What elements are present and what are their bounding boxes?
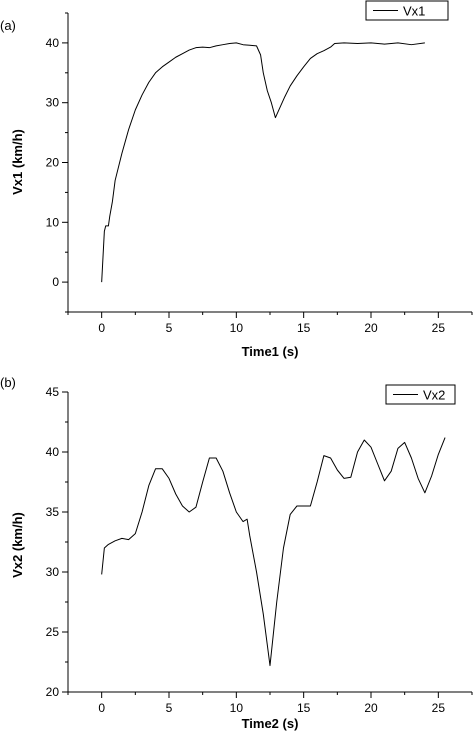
- y-tick-label-b: 20: [46, 685, 60, 699]
- y-tick-label-a: 20: [46, 156, 60, 170]
- y-tick-label-b: 35: [46, 505, 60, 519]
- series-line-vx2: [101, 437, 446, 667]
- legend-box-b: [385, 384, 456, 405]
- x-tick-label-b: 10: [230, 701, 244, 715]
- y-tick-label-a: 0: [52, 275, 59, 289]
- chart-panel-b: 0 5 10 15 20 25 20 25 30 35 40 45 (b) Time2 (s) Vx2 (k…: [0, 375, 473, 731]
- y-tick-label-a: 10: [46, 215, 60, 229]
- legend-label-b: Vx2: [423, 388, 445, 403]
- series-line-vx1: [101, 42, 425, 283]
- panel-label-a: (a): [0, 18, 16, 33]
- x-tick-label-a: 5: [166, 321, 173, 335]
- x-axis-title-a: Time1 (s): [242, 344, 299, 359]
- x-tick-label-b: 0: [98, 701, 105, 715]
- y-tick-label-a: 40: [46, 36, 60, 50]
- chart-panel-a: 0 5 10 15 20 25 0 10 20 30 40 (a) Time1 (s) Vx1 (km/h…: [0, 0, 473, 359]
- panel-label-b: (b): [0, 375, 16, 390]
- x-tick-label-a: 0: [98, 321, 105, 335]
- legend-box-a: [365, 0, 449, 21]
- y-tick-label-b: 25: [46, 625, 60, 639]
- x-tick-label-a: 25: [432, 321, 446, 335]
- y-tick-label-b: 45: [46, 385, 60, 399]
- y-axis-title-a: Vx1 (km/h): [10, 129, 25, 195]
- x-axis-title-b: Time2 (s): [242, 716, 299, 731]
- x-tick-label-b: 20: [364, 701, 378, 715]
- y-tick-label-b: 40: [46, 445, 60, 459]
- x-tick-label-a: 20: [364, 321, 378, 335]
- x-tick-label-a: 15: [297, 321, 311, 335]
- legend-label-a: Vx1: [403, 4, 425, 19]
- x-tick-label-a: 10: [230, 321, 244, 335]
- x-tick-label-b: 5: [166, 701, 173, 715]
- y-axis-title-b: Vx2 (km/h): [10, 512, 25, 578]
- x-tick-label-b: 25: [432, 701, 446, 715]
- y-tick-label-b: 30: [46, 565, 60, 579]
- x-tick-label-b: 15: [297, 701, 311, 715]
- y-tick-label-a: 30: [46, 96, 60, 110]
